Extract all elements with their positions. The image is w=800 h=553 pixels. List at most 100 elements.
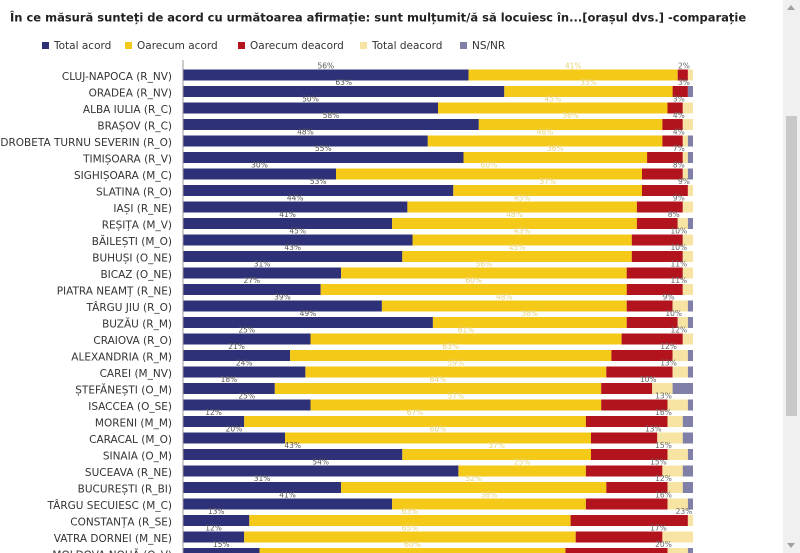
bar-segment bbox=[310, 333, 622, 345]
category-label: ORADEA (R_NV) bbox=[89, 88, 172, 100]
data-label: 41% bbox=[279, 491, 296, 500]
category-label: DROBETA TURNU SEVERIN (R_O) bbox=[0, 137, 172, 149]
bar-segment bbox=[672, 383, 693, 394]
data-label: 15% bbox=[655, 441, 672, 450]
bar-segment bbox=[682, 267, 693, 279]
category-label: SUCEAVA (R_NE) bbox=[85, 467, 172, 479]
data-label: 3% bbox=[673, 95, 685, 104]
category-label: ALBA IULIA (R_C) bbox=[83, 104, 172, 116]
scroll-up[interactable] bbox=[787, 5, 795, 10]
bar-segment bbox=[244, 531, 576, 543]
bar-segment bbox=[642, 168, 683, 180]
data-label: 3% bbox=[678, 78, 690, 87]
scrollbar-thumb[interactable] bbox=[786, 116, 797, 416]
category-label: CLUJ-NAPOCA (R_NV) bbox=[62, 71, 172, 83]
data-label: 63% bbox=[335, 78, 352, 87]
bar-segment bbox=[585, 498, 668, 510]
data-label: 4% bbox=[673, 128, 685, 137]
data-label: 63% bbox=[402, 507, 419, 516]
data-label: 54% bbox=[312, 458, 329, 467]
bar-segment bbox=[183, 465, 459, 477]
bar-segment bbox=[621, 333, 683, 345]
category-label: IAȘI (R_NE) bbox=[113, 203, 172, 215]
data-label: 57% bbox=[448, 392, 465, 401]
bar-segment bbox=[601, 399, 668, 411]
legend-swatch bbox=[42, 42, 49, 49]
category-label: BUHUȘI (O_NE) bbox=[92, 253, 172, 265]
bar-segment bbox=[682, 284, 693, 295]
bar-segment bbox=[341, 482, 607, 493]
bar-segment bbox=[183, 482, 342, 493]
bar-segment bbox=[667, 449, 688, 460]
category-label: SIGHIȘOARA (M_C) bbox=[74, 170, 172, 182]
bar-segment bbox=[601, 383, 653, 394]
bar-segment bbox=[458, 465, 586, 477]
bar-segment bbox=[606, 482, 668, 493]
category-label: REȘIȚA (M_V) bbox=[102, 220, 172, 232]
data-label: 43% bbox=[284, 243, 301, 252]
data-label: 31% bbox=[254, 260, 271, 269]
bar-segment bbox=[183, 284, 321, 295]
category-label: ȘTEFĂNEȘTI (O_M) bbox=[75, 384, 172, 397]
bar-segment bbox=[183, 119, 479, 130]
bar-segment bbox=[687, 366, 693, 378]
bar-segment bbox=[407, 201, 637, 213]
category-label: ALEXANDRIA (R_M) bbox=[71, 352, 172, 364]
bar-segment bbox=[682, 251, 693, 262]
bar-segment bbox=[585, 465, 663, 477]
data-label: 18% bbox=[221, 375, 238, 384]
bar-segment bbox=[687, 548, 693, 553]
category-label: MOLDOVA NOUĂ (O_V) bbox=[52, 549, 172, 553]
data-label: 67% bbox=[407, 408, 424, 417]
data-label: 24% bbox=[236, 359, 253, 368]
scroll-down[interactable] bbox=[787, 543, 795, 548]
data-label: 63% bbox=[442, 342, 459, 351]
data-label: 12% bbox=[670, 326, 687, 335]
bar-segment bbox=[667, 416, 683, 427]
bar-segment bbox=[183, 333, 311, 345]
bar-segment bbox=[183, 152, 464, 163]
bar-segment bbox=[687, 449, 693, 460]
legend-swatch bbox=[238, 42, 245, 49]
data-label: 52% bbox=[465, 474, 482, 483]
bar-segment bbox=[631, 234, 683, 246]
bar-segment bbox=[290, 350, 612, 361]
data-label: 45% bbox=[544, 95, 561, 104]
bar-segment bbox=[504, 86, 673, 97]
category-label: SLATINA (R_O) bbox=[96, 187, 172, 199]
bar-segment bbox=[570, 515, 688, 526]
data-label: 16% bbox=[655, 491, 672, 500]
bar-segment bbox=[626, 267, 683, 279]
bar-segment bbox=[647, 152, 683, 163]
bar-segment bbox=[687, 152, 693, 163]
bar-segment bbox=[585, 416, 668, 427]
bar-segment bbox=[682, 119, 693, 130]
bar-segment bbox=[183, 86, 505, 97]
bar-segment bbox=[183, 234, 413, 246]
bar-segment bbox=[463, 152, 648, 163]
data-label: 27% bbox=[244, 276, 261, 285]
bar-segment bbox=[183, 350, 291, 361]
data-label: 48% bbox=[297, 128, 314, 137]
data-label: 25% bbox=[238, 326, 255, 335]
bar-segment bbox=[672, 350, 688, 361]
bar-segment bbox=[183, 251, 403, 262]
bar-segment bbox=[591, 432, 658, 444]
data-label: 36% bbox=[562, 111, 579, 120]
data-label: 8% bbox=[668, 210, 680, 219]
category-label: MORENI (M_M) bbox=[95, 418, 172, 430]
bar-segment bbox=[183, 317, 433, 328]
bar-segment bbox=[657, 432, 683, 444]
bar-segment bbox=[682, 416, 693, 427]
bar-segment bbox=[682, 135, 688, 147]
bar-segment bbox=[682, 168, 688, 180]
bar-segment bbox=[381, 300, 627, 312]
bar-segment bbox=[402, 449, 591, 460]
bar-segment bbox=[438, 102, 668, 114]
data-label: 9% bbox=[678, 177, 690, 186]
bar-segment bbox=[626, 300, 673, 312]
bar-segment bbox=[682, 432, 693, 444]
category-label: BICAZ (O_NE) bbox=[100, 269, 172, 281]
bar-segment bbox=[183, 515, 250, 526]
bar-segment bbox=[183, 432, 285, 444]
